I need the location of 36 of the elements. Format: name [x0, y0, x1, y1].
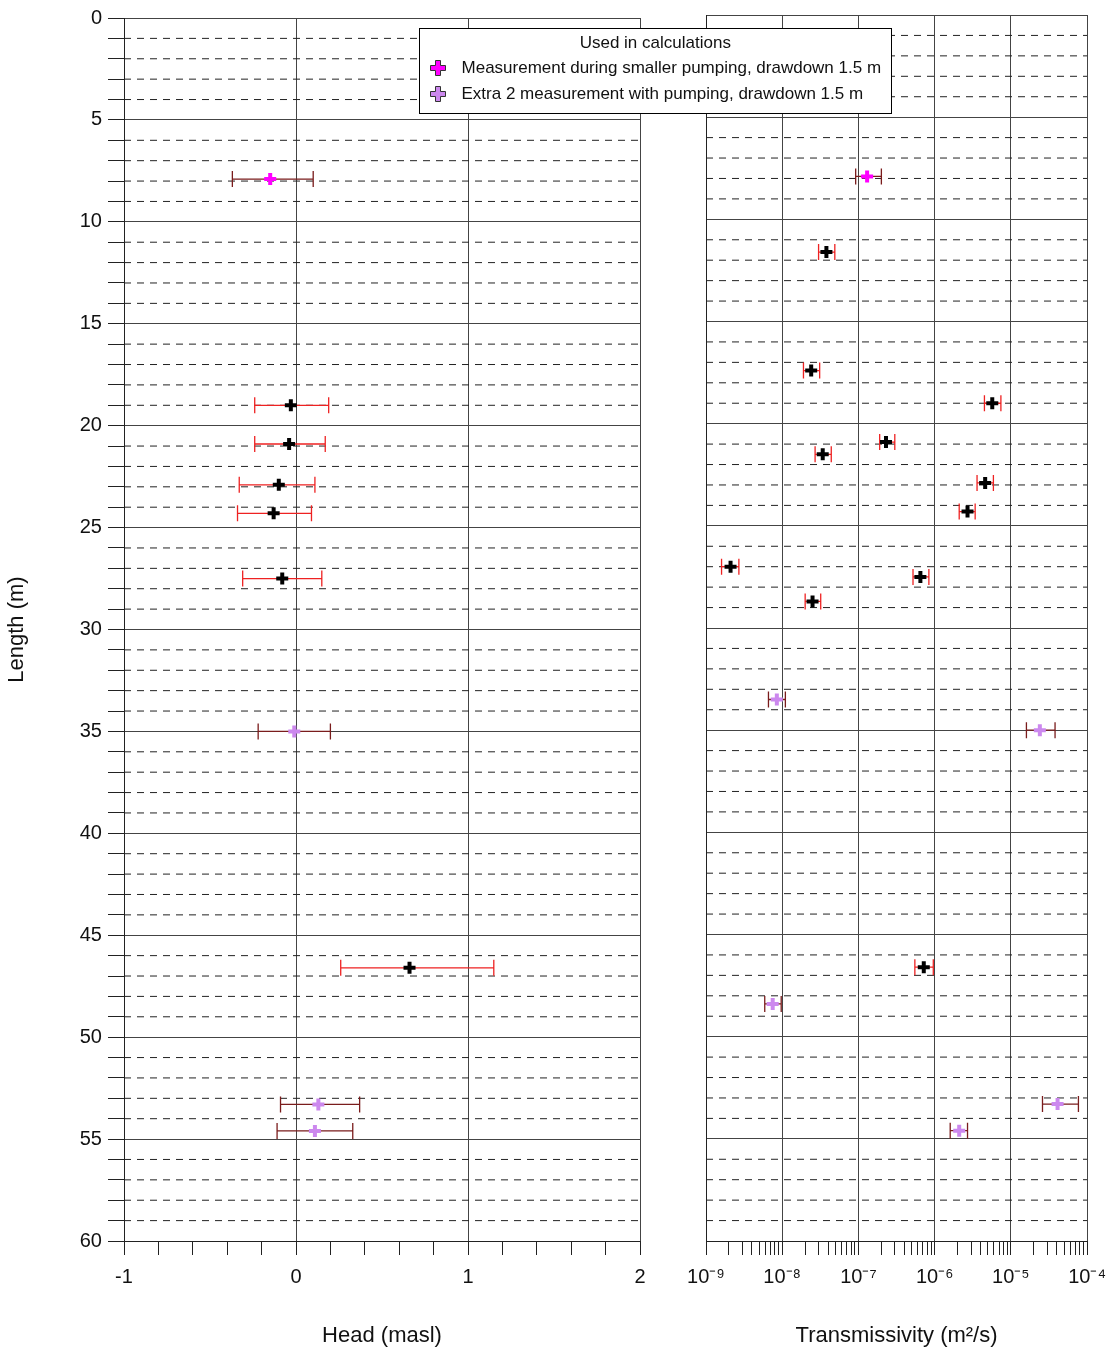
y-tick-label: 5	[90, 107, 102, 130]
x-tick-label: 10⁻⁸	[763, 1264, 802, 1287]
legend-label: Measurement during smaller pumping, drawdown 1.5 m	[461, 58, 882, 78]
x-tick-label: 1	[462, 1264, 474, 1287]
legend-label: Extra 2 measurement with pumping, drawdown 1.5 m	[461, 84, 864, 104]
y-tick-label: 10	[79, 209, 102, 232]
x-axis-title: Transmissivity (m²/s)	[795, 1321, 998, 1347]
point	[265, 505, 282, 522]
y-tick-label: 25	[79, 515, 102, 538]
x-axis-title: Head (masl)	[322, 1321, 442, 1347]
point	[310, 1096, 327, 1113]
x-tick-label: -1	[115, 1264, 133, 1287]
y-tick-label: 30	[79, 617, 102, 640]
y-tick-label: 20	[79, 413, 102, 436]
point	[270, 476, 287, 493]
y-tick-label: 40	[79, 820, 102, 843]
x-tick-label: 10⁻⁷	[840, 1264, 877, 1287]
y-tick-label: 15	[79, 311, 102, 334]
point	[282, 397, 299, 414]
x-tick-label: 10⁻⁵	[992, 1264, 1030, 1287]
y-tick-label: 60	[79, 1228, 102, 1251]
y-tick-label: 50	[79, 1024, 102, 1047]
y-tick-label: 45	[79, 922, 102, 945]
y-tick-label: 35	[79, 718, 102, 741]
x-tick-label: 10⁻⁹	[687, 1264, 725, 1287]
x-tick-label: 10⁻⁴	[1068, 1264, 1106, 1287]
y-axis-title: Length (m)	[3, 576, 29, 683]
point	[286, 723, 303, 740]
x-tick-label: 0	[290, 1264, 302, 1287]
x-tick-label: 10⁻⁶	[915, 1264, 954, 1287]
legend-title: Used in calculations	[578, 33, 732, 53]
y-tick-label: 55	[79, 1126, 102, 1149]
point	[274, 570, 291, 587]
point	[401, 959, 418, 976]
x-tick-label: 2	[634, 1264, 646, 1287]
y-tick-label: 0	[90, 5, 102, 28]
